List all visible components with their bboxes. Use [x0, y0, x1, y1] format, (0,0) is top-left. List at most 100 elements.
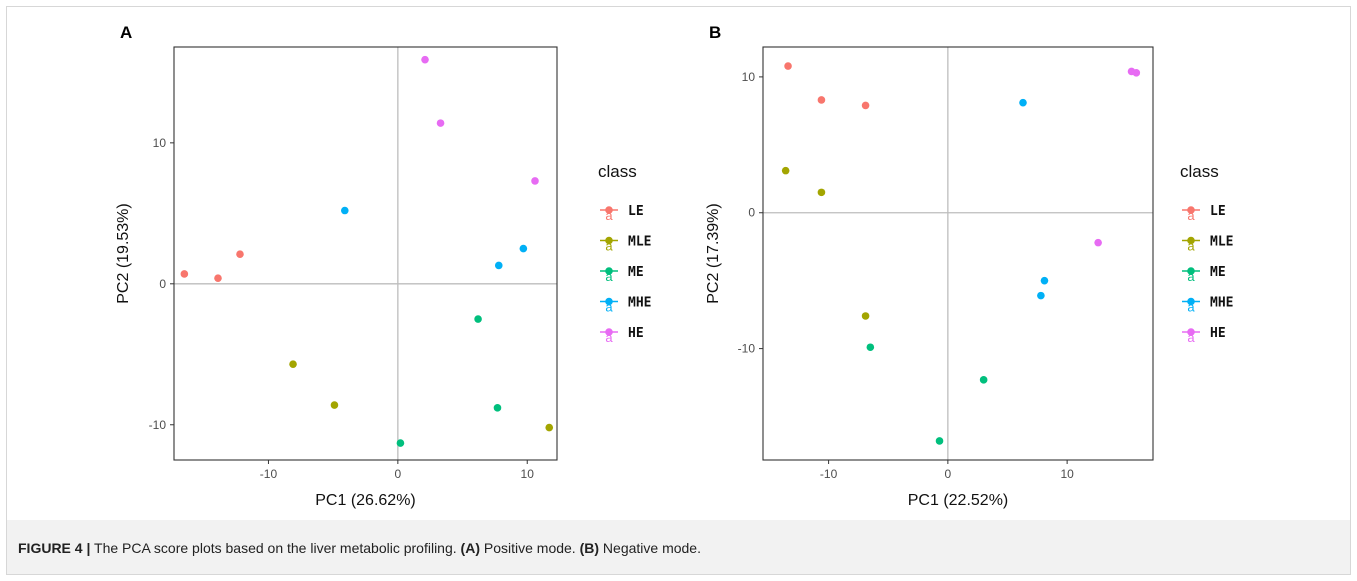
- data-point-me: [979, 376, 988, 384]
- legend-key-dot: [1187, 328, 1195, 336]
- y-tick-label: 0: [159, 277, 166, 291]
- data-point-he: [531, 177, 539, 185]
- caption-b-text: Negative mode.: [599, 540, 701, 556]
- caption-text: The PCA score plots based on the liver m…: [90, 540, 461, 556]
- legend-key-me: a: [600, 267, 618, 284]
- legend-key-dot: [605, 297, 613, 306]
- legend-key-dot: [605, 236, 613, 245]
- legend-label: LE: [1210, 204, 1226, 219]
- data-point-mle: [817, 188, 826, 197]
- y-tick-label: 10: [742, 70, 756, 84]
- data-point-me: [866, 343, 875, 352]
- data-point-mhe: [519, 244, 528, 253]
- legend-key-le: a: [1182, 206, 1200, 223]
- data-point-mle: [330, 401, 339, 409]
- legend-key-dot: [1187, 267, 1195, 275]
- legend-label: MLE: [628, 235, 651, 250]
- data-point-mle: [781, 166, 790, 175]
- legend-key-dot: [1187, 297, 1195, 306]
- legend-title: class: [598, 162, 637, 181]
- legend-key-dot: [605, 267, 613, 275]
- legend-key-glyph: a: [1187, 208, 1195, 223]
- x-tick-label: 0: [395, 467, 402, 481]
- y-tick-label: 0: [748, 206, 755, 220]
- legend-key-glyph: a: [605, 239, 613, 254]
- legend-key-glyph: a: [605, 269, 613, 284]
- x-tick-label: -10: [820, 467, 838, 481]
- caption-a-text: Positive mode.: [479, 540, 580, 556]
- caption-bar: [6, 520, 1351, 575]
- x-tick-label: -10: [260, 467, 278, 481]
- legend: class a LE a MLE a ME a MHE a HE: [598, 162, 651, 345]
- chart-panel-b: B -10 0 10 -10 0 10 PC1 (22.52%) PC2 (17.39%) cla…: [705, 23, 1233, 509]
- legend-label: MLE: [1210, 235, 1233, 250]
- data-point-mhe: [494, 261, 503, 270]
- caption-a-label: (A): [460, 540, 480, 556]
- figure-canvas: A -10 0 10 -10 0 10 PC1 (26.62%) PC2 (19.53%) cla…: [115, 23, 1233, 509]
- x-tick-label: 0: [945, 467, 952, 481]
- data-point-le: [214, 274, 222, 282]
- data-point-me: [935, 437, 944, 445]
- legend-key-dot: [605, 206, 613, 214]
- legend-key-me: a: [1182, 267, 1200, 284]
- legend-label: HE: [628, 326, 644, 341]
- data-point-he: [1094, 238, 1102, 247]
- data-point-he: [436, 119, 445, 127]
- legend-key-mle: a: [1182, 236, 1200, 254]
- legend-key-glyph: a: [1187, 239, 1195, 254]
- legend-label: HE: [1210, 326, 1226, 341]
- data-point-le: [817, 96, 826, 104]
- y-axis-title: PC2 (19.53%): [115, 203, 132, 304]
- legend-key-mhe: a: [600, 297, 618, 315]
- x-axis-title: PC1 (22.52%): [908, 492, 1009, 509]
- plot-border: [762, 46, 1154, 461]
- legend-label: ME: [1210, 265, 1226, 280]
- data-point-mhe: [1019, 98, 1027, 107]
- legend-label: ME: [628, 265, 644, 280]
- figure-frame: [6, 6, 1351, 575]
- data-point-me: [493, 404, 502, 412]
- y-tick-label: -10: [738, 342, 756, 356]
- legend-key-he: a: [1182, 328, 1200, 345]
- legend-label: LE: [628, 204, 644, 219]
- x-axis-title: PC1 (26.62%): [315, 492, 416, 509]
- x-tick-label: 10: [521, 467, 535, 481]
- data-point-he: [421, 55, 429, 64]
- caption-label: FIGURE 4 |: [18, 540, 91, 556]
- data-point-me: [474, 315, 482, 323]
- legend-key-mhe: a: [1182, 297, 1200, 315]
- legend-label: MHE: [1210, 296, 1233, 311]
- legend-label: MHE: [628, 296, 651, 311]
- legend-key-glyph: a: [605, 330, 613, 345]
- data-point-le: [180, 270, 189, 278]
- data-point-me: [396, 439, 405, 447]
- data-point-mhe: [1037, 291, 1045, 300]
- data-point-mhe: [1040, 276, 1049, 285]
- figure-caption: FIGURE 4 | The PCA score plots based on …: [18, 540, 701, 556]
- data-point-mle: [861, 312, 870, 320]
- data-point-le: [784, 62, 792, 70]
- legend: class a LE a MLE a ME a MHE a HE: [1180, 162, 1233, 345]
- caption-b-label: (B): [579, 540, 600, 556]
- panel-label: A: [120, 23, 132, 42]
- legend-key-glyph: a: [1187, 269, 1195, 284]
- data-point-le: [236, 250, 244, 259]
- legend-key-glyph: a: [1187, 300, 1195, 315]
- chart-panel-a: A -10 0 10 -10 0 10 PC1 (26.62%) PC2 (19.53%) cla…: [115, 23, 651, 509]
- legend-key-dot: [1187, 236, 1195, 245]
- panel-label: B: [709, 23, 721, 42]
- y-tick-label: 10: [153, 136, 167, 150]
- data-point-mle: [289, 360, 297, 368]
- legend-title: class: [1180, 162, 1219, 181]
- data-point-le: [861, 101, 870, 110]
- legend-key-mle: a: [600, 236, 618, 254]
- legend-key-he: a: [600, 328, 618, 345]
- data-point-mhe: [340, 206, 349, 215]
- data-point-he: [1132, 69, 1141, 77]
- data-point-mle: [545, 423, 554, 432]
- x-tick-label: 10: [1060, 467, 1074, 481]
- plot-border: [173, 46, 558, 461]
- legend-key-dot: [1187, 206, 1195, 214]
- y-tick-label: -10: [149, 418, 167, 432]
- legend-key-glyph: a: [605, 208, 613, 223]
